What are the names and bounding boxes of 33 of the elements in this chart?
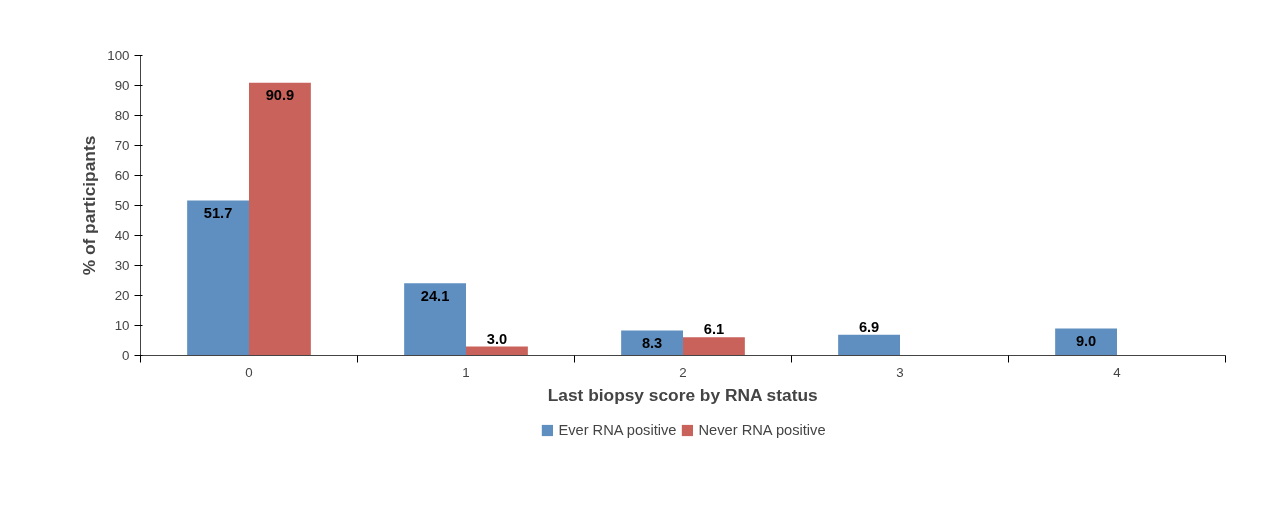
bar [838, 334, 900, 356]
y-tick-label: 40 [114, 228, 130, 243]
y-tick-label: 0 [122, 348, 130, 363]
data-label: 8.3 [641, 335, 663, 352]
y-tick-label: 50 [114, 198, 130, 213]
x-tick-label: 2 [679, 364, 687, 380]
bar [404, 283, 466, 356]
data-label: 6.9 [858, 318, 880, 335]
x-tick-label: 0 [245, 364, 253, 380]
data-label: 90.9 [265, 87, 295, 104]
y-tick-label: 90 [114, 78, 130, 93]
x-axis-title: Last biopsy score by RNA status [547, 384, 818, 405]
x-tick-label: 3 [896, 364, 904, 380]
legend-label: Never RNA positive [698, 421, 826, 438]
bar [249, 82, 311, 356]
bar [187, 200, 249, 356]
bar [683, 337, 745, 356]
data-label: 24.1 [420, 287, 450, 304]
y-tick-label: 70 [114, 138, 130, 153]
y-tick-label: 60 [114, 168, 130, 183]
y-tick-label: 80 [114, 108, 130, 123]
y-tick-label: 20 [114, 288, 130, 303]
data-label: 51.7 [203, 204, 233, 221]
x-tick-label: 1 [462, 364, 470, 380]
y-axis-title: % of participants [79, 135, 100, 276]
data-label: 6.1 [703, 321, 725, 338]
data-label: 9.0 [1075, 333, 1097, 349]
y-tick-label: 10 [114, 318, 130, 333]
data-label: 3.0 [486, 330, 508, 347]
legend-label: Ever RNA positive [558, 421, 677, 438]
x-tick-label: 4 [1113, 364, 1122, 380]
y-tick-label: 100 [107, 48, 130, 63]
y-tick-label: 30 [114, 258, 130, 273]
